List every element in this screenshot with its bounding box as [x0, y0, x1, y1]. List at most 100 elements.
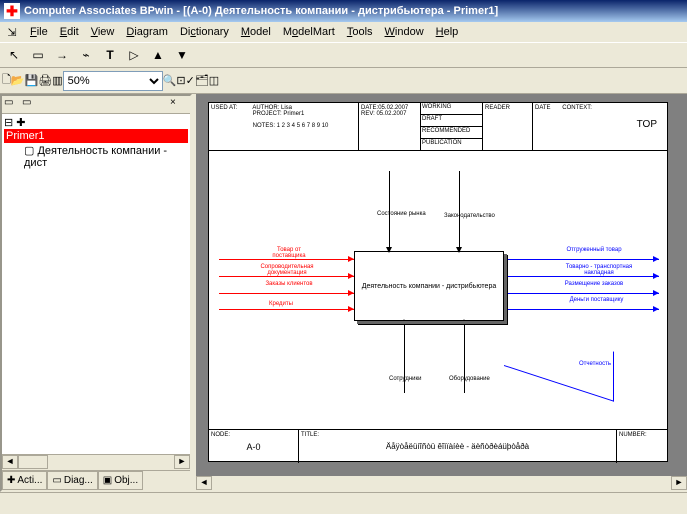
main-area: ▭ ▭ × ⊟ ✚ Primer1 ▢ Деятельность компани… [0, 94, 687, 492]
tree-hscroll[interactable]: ◄ ► [2, 454, 190, 470]
zoom-in-button[interactable]: 🔍 [163, 74, 177, 87]
output-label: Отгруженный товар [564, 247, 624, 253]
input-label: Кредиты [269, 301, 293, 307]
scroll-left-icon[interactable]: ◄ [2, 455, 18, 469]
text-tool[interactable]: T [99, 44, 121, 66]
down-fill-tool[interactable]: ▼ [171, 44, 193, 66]
publication: PUBLICATION [421, 139, 482, 151]
mechanism-line [464, 323, 465, 393]
control-label: Законодательство [444, 213, 495, 219]
tool-palette: ↖ ▭ → ⌁ T ▷ ▲ ▼ [0, 42, 687, 68]
check-button[interactable]: ✓ [186, 74, 195, 87]
tree-child[interactable]: ▢ Деятельность компании - дист [4, 143, 188, 170]
diagram-body: Состояние рынка Законодательство Товар о… [209, 151, 667, 429]
menu-edit[interactable]: Edit [54, 24, 85, 40]
title-bar: ✚ Computer Associates BPwin - [(A-0) Дея… [0, 0, 687, 22]
menu-file[interactable]: File [24, 24, 54, 40]
tree-tabs: ✚ Acti... ▭ Diag... ▣ Obj... [2, 470, 190, 490]
input-line [219, 293, 354, 294]
menu-help[interactable]: Help [430, 24, 465, 40]
scroll-thumb[interactable] [18, 455, 48, 469]
tab-objects[interactable]: ▣ Obj... [98, 471, 143, 490]
output-line [504, 259, 659, 260]
node-label: NODE: [211, 432, 230, 438]
menu-view[interactable]: View [85, 24, 121, 40]
draft: DRAFT [421, 115, 482, 127]
menu-diagram[interactable]: Diagram [120, 24, 174, 40]
status-bar [0, 492, 687, 514]
output-line [504, 293, 659, 294]
tab-diagrams[interactable]: ▭ Diag... [47, 471, 97, 490]
mechanism-line [404, 323, 405, 393]
scroll-right-icon[interactable]: ► [671, 476, 687, 490]
arrow-tool[interactable]: → [51, 44, 73, 66]
input-label: Сопроводительная документация [257, 264, 317, 276]
report-button[interactable]: ▥ [52, 74, 62, 87]
menu-window[interactable]: Window [379, 24, 430, 40]
input-label: Заказы клиентов [264, 281, 314, 287]
scroll-right-icon[interactable]: ► [174, 455, 190, 469]
menu-model[interactable]: Model [235, 24, 277, 40]
tree-close-icon[interactable]: × [170, 97, 188, 113]
input-line [219, 276, 354, 277]
new-button[interactable]: 🗋 [2, 71, 11, 90]
tree-panel: ▭ ▭ × ⊟ ✚ Primer1 ▢ Деятельность компани… [0, 94, 192, 492]
node-value: A-0 [211, 442, 296, 452]
tree-expand-icon[interactable]: ▭ [4, 97, 22, 113]
mechanism-label: Сотрудники [389, 376, 422, 382]
activity-box[interactable]: Деятельность компании - дистрибьютера [354, 251, 504, 321]
scroll-left-icon[interactable]: ◄ [196, 476, 212, 490]
diagram-hscroll[interactable]: ◄ ► [196, 476, 687, 492]
output-label: Размещение заказов [564, 281, 624, 287]
arrow-head [653, 256, 659, 262]
tree-toolbar: ▭ ▭ × [2, 96, 190, 114]
tree-sub-icon[interactable]: ▭ [22, 97, 40, 113]
arrow-head [653, 273, 659, 279]
context: CONTEXT: [562, 105, 592, 111]
arrow-head [653, 290, 659, 296]
top-label: TOP [637, 119, 657, 130]
tab-activities[interactable]: ✚ Acti... [2, 471, 47, 490]
diagram-area[interactable]: USED AT: AUTHOR: Lisa PROJECT: Primer1 N… [196, 94, 687, 492]
mdi-restore-icon[interactable]: ⇲ [4, 24, 20, 40]
app-icon: ✚ [4, 3, 20, 19]
mechanism-label: Оборудование [449, 376, 490, 382]
recommended: RECOMMENDED [421, 127, 482, 139]
menu-bar: ⇲ File Edit View Diagram Dictionary Mode… [0, 22, 687, 42]
input-label: Товар от поставщика [264, 247, 314, 259]
diagram-page: USED AT: AUTHOR: Lisa PROJECT: Primer1 N… [208, 102, 668, 462]
standard-toolbar: 🗋 📂 💾 🖨 ▥ 50% 🔍 ⊡ ✓ 🗂 ◫ [0, 68, 687, 94]
print-button[interactable]: 🖨 [38, 74, 52, 87]
menu-modelmart[interactable]: ModelMart [277, 24, 341, 40]
output-line [504, 276, 659, 277]
title-label: TITLE: [301, 432, 319, 438]
rev: REV: 05.02.2007 [361, 111, 406, 117]
reader: READER [485, 105, 510, 111]
zoom-select[interactable]: 50% [63, 71, 163, 91]
menu-dictionary[interactable]: Dictionary [174, 24, 235, 40]
squiggle-tool[interactable]: ⌁ [75, 44, 97, 66]
zoom-fit-button[interactable]: ⊡ [176, 74, 185, 87]
save-button[interactable]: 💾 [25, 74, 39, 87]
tree-root[interactable]: ⊟ ✚ Primer1 [4, 116, 188, 143]
used-at-label: USED AT: [211, 105, 251, 111]
pointer-tool[interactable]: ↖ [3, 44, 25, 66]
date2: DATE [535, 105, 551, 111]
output-line [504, 309, 659, 310]
working: WORKING [421, 103, 482, 115]
up-tool[interactable]: ▲ [147, 44, 169, 66]
box-tool[interactable]: ▭ [27, 44, 49, 66]
project: PROJECT: Primer1 [253, 111, 305, 117]
notes: NOTES: 1 2 3 4 5 6 7 8 9 10 [253, 123, 329, 129]
explorer-button[interactable]: 🗂 [195, 74, 209, 87]
menu-tools[interactable]: Tools [341, 24, 379, 40]
window-title: Computer Associates BPwin - [(A-0) Деяте… [24, 5, 498, 17]
tree-content[interactable]: ⊟ ✚ Primer1 ▢ Деятельность компании - ди… [2, 114, 190, 454]
output-label: Товарно - транспортная накладная [554, 264, 644, 276]
idef-header: USED AT: AUTHOR: Lisa PROJECT: Primer1 N… [209, 103, 667, 151]
idef-footer: NODE: A-0 TITLE: Äåÿòåëüíîñòü êîìïàíèè -… [209, 429, 667, 463]
open-button[interactable]: 📂 [11, 74, 25, 87]
model-button[interactable]: ◫ [209, 74, 219, 87]
down-tool[interactable]: ▷ [123, 44, 145, 66]
input-line [219, 259, 354, 260]
